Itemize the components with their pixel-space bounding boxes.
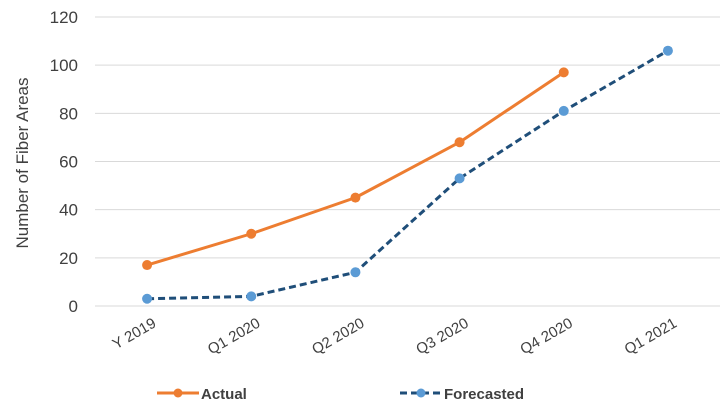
y-tick-label: 80 — [59, 104, 78, 123]
series-line — [146, 71, 565, 267]
y-axis-title: Number of Fiber Areas — [13, 77, 32, 248]
x-axis-ticks: Y 2019 Q1 2020 Q2 2020 Q3 2020 Q4 2020 Q1 202… — [110, 315, 680, 358]
data-point — [662, 45, 673, 56]
data-point — [246, 291, 257, 302]
y-tick-label: 120 — [50, 8, 78, 27]
data-point — [558, 105, 569, 116]
data-point — [246, 228, 257, 239]
data-point — [454, 137, 465, 148]
data-point — [454, 173, 465, 184]
x-tick-label: Q1 2020 — [205, 315, 263, 358]
gridlines — [95, 16, 720, 307]
x-tick-label: Q2 2020 — [309, 315, 367, 358]
legend-item-forecasted: Forecasted — [400, 386, 524, 403]
legend-item-actual: Actual — [157, 386, 247, 403]
y-tick-label: 40 — [59, 201, 78, 220]
legend-label: Forecasted — [444, 386, 524, 403]
y-tick-label: 60 — [59, 153, 78, 172]
legend-marker — [173, 388, 183, 398]
data-point — [142, 293, 153, 304]
x-tick-label: Q4 2020 — [517, 315, 575, 358]
y-tick-label: 20 — [59, 249, 78, 268]
series-forecasted — [142, 45, 673, 304]
series-line — [147, 49, 669, 301]
data-point — [142, 260, 153, 271]
y-axis-ticks: 0 20 40 60 80 100 120 — [50, 8, 78, 316]
x-tick-label: Q3 2020 — [413, 315, 471, 358]
x-tick-label: Q1 2021 — [622, 315, 680, 358]
x-tick-label: Y 2019 — [110, 315, 159, 353]
series-layer — [142, 45, 673, 304]
legend-marker — [416, 388, 426, 398]
legend: Actual Forecasted — [157, 386, 524, 403]
data-point — [350, 192, 361, 203]
y-tick-label: 0 — [69, 297, 78, 316]
data-point — [350, 267, 361, 278]
legend-label: Actual — [201, 386, 247, 403]
series-actual — [142, 67, 569, 271]
data-point — [558, 67, 569, 78]
y-tick-label: 100 — [50, 56, 78, 75]
